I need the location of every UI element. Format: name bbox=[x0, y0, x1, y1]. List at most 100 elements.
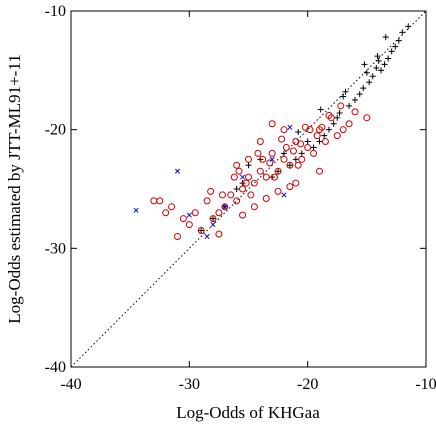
point-plus bbox=[304, 138, 311, 145]
x-tick-label: -10 bbox=[415, 376, 436, 393]
point-plus bbox=[361, 61, 368, 68]
point-plus bbox=[325, 126, 332, 133]
point-x bbox=[186, 212, 192, 218]
point-plus bbox=[366, 79, 373, 86]
point-plus bbox=[375, 57, 382, 64]
point-circle bbox=[197, 227, 205, 235]
point-circle bbox=[286, 183, 294, 191]
point-x bbox=[174, 168, 181, 174]
point-circle bbox=[316, 126, 323, 134]
point-circle bbox=[282, 143, 290, 151]
point-circle bbox=[337, 102, 345, 110]
y-axis-label: Log-Odds estimated by JTT-ML91+-11 bbox=[5, 54, 24, 323]
point-circle bbox=[162, 209, 170, 217]
point-circle bbox=[185, 221, 193, 229]
point-circle bbox=[250, 203, 258, 211]
point-circle bbox=[271, 173, 279, 181]
point-circle bbox=[250, 179, 258, 187]
point-circle bbox=[327, 114, 335, 122]
point-plus bbox=[385, 55, 392, 62]
point-plus bbox=[233, 186, 240, 192]
point-plus bbox=[392, 43, 399, 50]
point-plus bbox=[239, 180, 246, 187]
point-plus bbox=[369, 73, 376, 80]
point-plus bbox=[381, 61, 388, 68]
point-circle bbox=[262, 173, 270, 181]
point-plus bbox=[298, 150, 305, 157]
point-circle bbox=[150, 197, 158, 205]
point-circle bbox=[325, 111, 333, 119]
x-tick-label: -30 bbox=[179, 376, 200, 393]
point-x bbox=[222, 204, 228, 210]
y-tick-label: -20 bbox=[45, 122, 66, 139]
point-circle bbox=[286, 161, 294, 169]
point-x bbox=[133, 207, 139, 213]
point-circle bbox=[233, 197, 241, 205]
point-plus bbox=[340, 93, 347, 100]
point-circle bbox=[321, 138, 329, 146]
point-circle bbox=[266, 159, 274, 167]
point-plus bbox=[360, 85, 367, 92]
point-x bbox=[287, 124, 293, 130]
point-circle bbox=[268, 120, 276, 128]
point-circle bbox=[339, 126, 347, 134]
point-circle bbox=[297, 140, 305, 148]
point-circle bbox=[280, 155, 288, 163]
point-circle bbox=[292, 179, 300, 187]
point-circle bbox=[351, 108, 359, 116]
point-plus bbox=[275, 168, 282, 175]
point-plus bbox=[373, 64, 380, 71]
point-circle bbox=[191, 209, 199, 217]
point-plus bbox=[378, 67, 385, 74]
point-circle bbox=[306, 126, 314, 134]
point-plus bbox=[317, 106, 324, 113]
point-circle bbox=[245, 155, 252, 163]
point-circle bbox=[179, 215, 187, 223]
point-circle bbox=[156, 197, 164, 205]
point-circle bbox=[174, 232, 181, 240]
point-circle bbox=[230, 173, 238, 181]
point-circle bbox=[313, 132, 321, 140]
y-tick-label: -40 bbox=[45, 359, 66, 376]
point-circle bbox=[294, 161, 302, 169]
point-plus bbox=[316, 138, 323, 145]
point-circle bbox=[239, 185, 247, 193]
x-tick-label: -40 bbox=[60, 376, 81, 393]
point-circle bbox=[203, 197, 211, 205]
point-circle bbox=[318, 123, 326, 131]
y-tick-label: -10 bbox=[45, 3, 66, 20]
reference-diagonal-line bbox=[70, 10, 427, 368]
point-circle bbox=[274, 167, 282, 175]
point-plus bbox=[310, 144, 317, 151]
point-x bbox=[269, 156, 275, 162]
point-circle bbox=[247, 191, 255, 199]
point-plus bbox=[292, 156, 299, 163]
point-plus bbox=[334, 114, 341, 121]
point-circle bbox=[262, 194, 270, 202]
point-circle bbox=[221, 203, 229, 211]
point-plus bbox=[286, 162, 293, 169]
data-points bbox=[133, 23, 412, 240]
point-plus bbox=[363, 69, 370, 76]
point-circle bbox=[310, 149, 318, 157]
point-circle bbox=[259, 155, 267, 163]
point-circle bbox=[215, 209, 223, 217]
point-circle bbox=[215, 230, 223, 238]
point-circle bbox=[242, 179, 250, 187]
point-circle bbox=[254, 149, 262, 157]
point-plus bbox=[321, 132, 328, 139]
point-plus bbox=[405, 23, 412, 30]
point-plus bbox=[399, 29, 406, 36]
point-plus bbox=[281, 150, 287, 157]
y-tick-label: -30 bbox=[45, 240, 66, 257]
point-plus bbox=[336, 110, 343, 117]
reference-line-layer bbox=[70, 10, 427, 368]
point-plus bbox=[295, 129, 302, 136]
point-circle bbox=[304, 143, 312, 151]
point-circle bbox=[218, 191, 226, 199]
point-plus bbox=[330, 120, 337, 127]
point-plus bbox=[210, 215, 216, 222]
point-circle bbox=[333, 132, 341, 140]
point-circle bbox=[316, 167, 323, 175]
